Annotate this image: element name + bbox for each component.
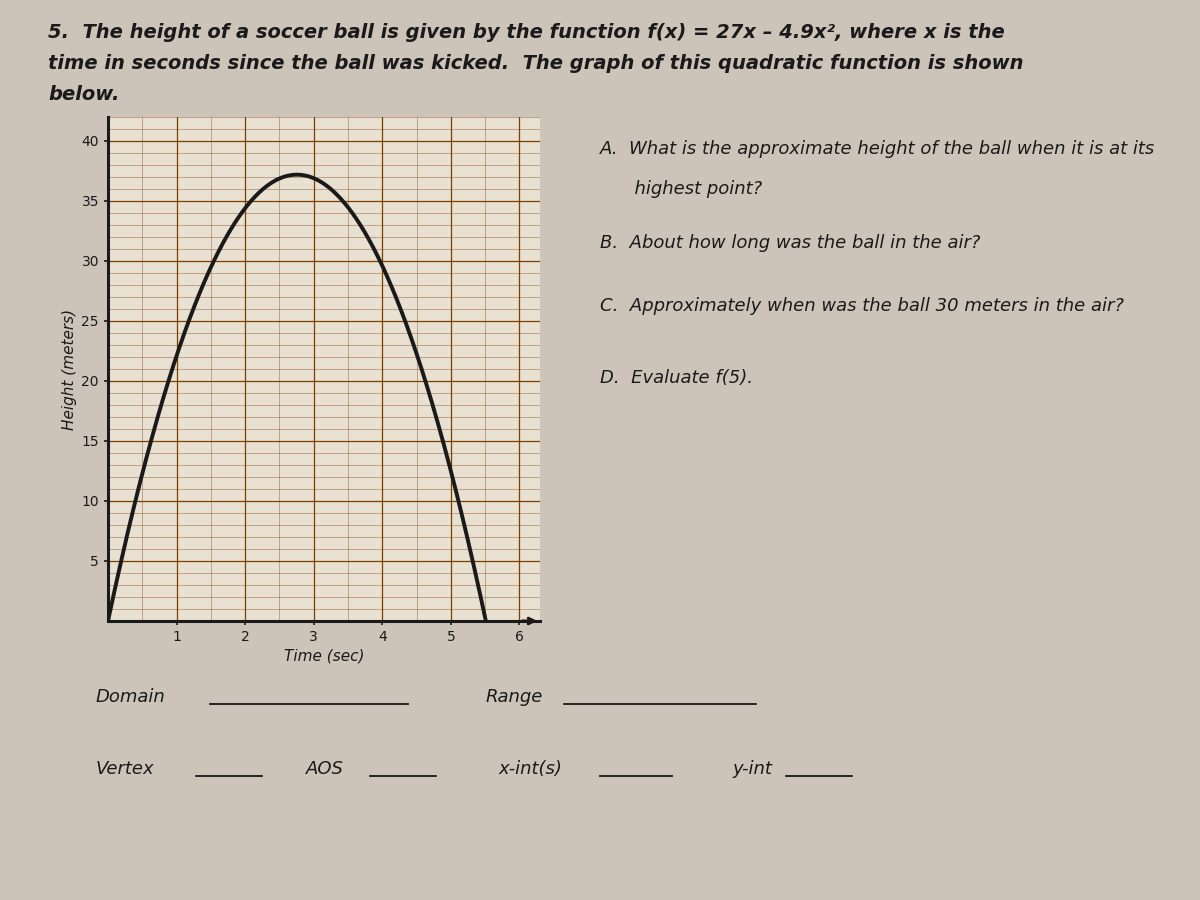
Text: x-int(s): x-int(s) [498, 760, 562, 778]
Text: Range: Range [486, 688, 544, 706]
Text: A.  What is the approximate height of the ball when it is at its: A. What is the approximate height of the… [600, 140, 1156, 158]
Text: B.  About how long was the ball in the air?: B. About how long was the ball in the ai… [600, 234, 980, 252]
X-axis label: Time (sec): Time (sec) [283, 648, 365, 663]
Y-axis label: Height (meters): Height (meters) [62, 309, 77, 429]
Text: Domain: Domain [96, 688, 166, 706]
Text: y-int: y-int [732, 760, 772, 778]
Text: below.: below. [48, 86, 119, 104]
Text: D.  Evaluate f(5).: D. Evaluate f(5). [600, 369, 754, 387]
Text: Vertex: Vertex [96, 760, 155, 778]
Text: time in seconds since the ball was kicked.  The graph of this quadratic function: time in seconds since the ball was kicke… [48, 54, 1024, 73]
Text: highest point?: highest point? [600, 180, 762, 198]
Text: AOS: AOS [306, 760, 344, 778]
Text: 5.  The height of a soccer ball is given by the function f(x) = 27x – 4.9x², whe: 5. The height of a soccer ball is given … [48, 22, 1004, 41]
Text: C.  Approximately when was the ball 30 meters in the air?: C. Approximately when was the ball 30 me… [600, 297, 1124, 315]
